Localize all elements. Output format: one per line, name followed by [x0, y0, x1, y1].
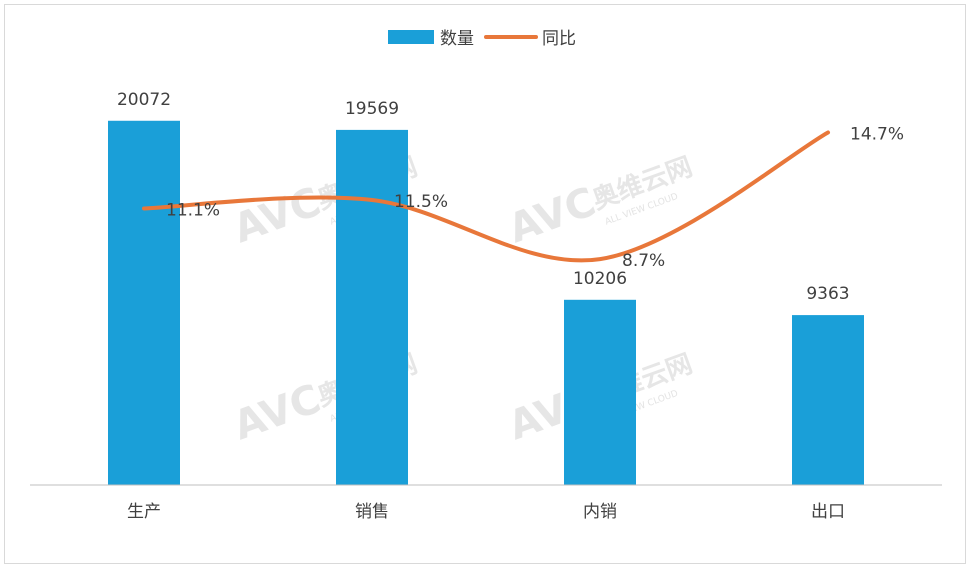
legend-bar-swatch: [388, 30, 434, 44]
category-label-3: 出口: [811, 502, 845, 522]
line-value-label-3: 14.7%: [850, 124, 904, 144]
line-layer: [142, 130, 830, 263]
category-label-2: 内销: [583, 502, 617, 522]
category-labels: 生产 销售 内销 出口: [127, 502, 845, 522]
bar-value-label-0: 20072: [117, 90, 171, 110]
bar-2: [564, 299, 636, 485]
legend-bar-label: 数量: [440, 29, 474, 49]
bar-0: [108, 120, 180, 485]
legend: 数量 同比: [388, 29, 576, 49]
line-value-label-2: 8.7%: [622, 251, 665, 271]
bar-value-label-3: 9363: [806, 284, 849, 304]
bars-layer: [108, 120, 864, 486]
line-value-label-0: 11.1%: [166, 200, 220, 220]
line-value-label-1: 11.5%: [394, 192, 448, 212]
watermark-logo: AVC: [228, 179, 327, 253]
watermark-logo: AVC: [503, 179, 602, 253]
bar-1: [336, 129, 408, 486]
bar-value-label-1: 19569: [345, 99, 399, 119]
category-label-0: 生产: [127, 502, 161, 522]
watermark-logo: AVC: [228, 376, 327, 450]
category-label-1: 销售: [355, 502, 389, 522]
series-line-yoy: [142, 130, 830, 263]
bar-3: [792, 315, 864, 485]
labels-layer: 20072 19569 10206 9363 11.1% 11.5% 8.7% 14.7%: [117, 90, 904, 304]
bar-value-label-2: 10206: [573, 269, 627, 289]
legend-line-label: 同比: [542, 29, 576, 49]
